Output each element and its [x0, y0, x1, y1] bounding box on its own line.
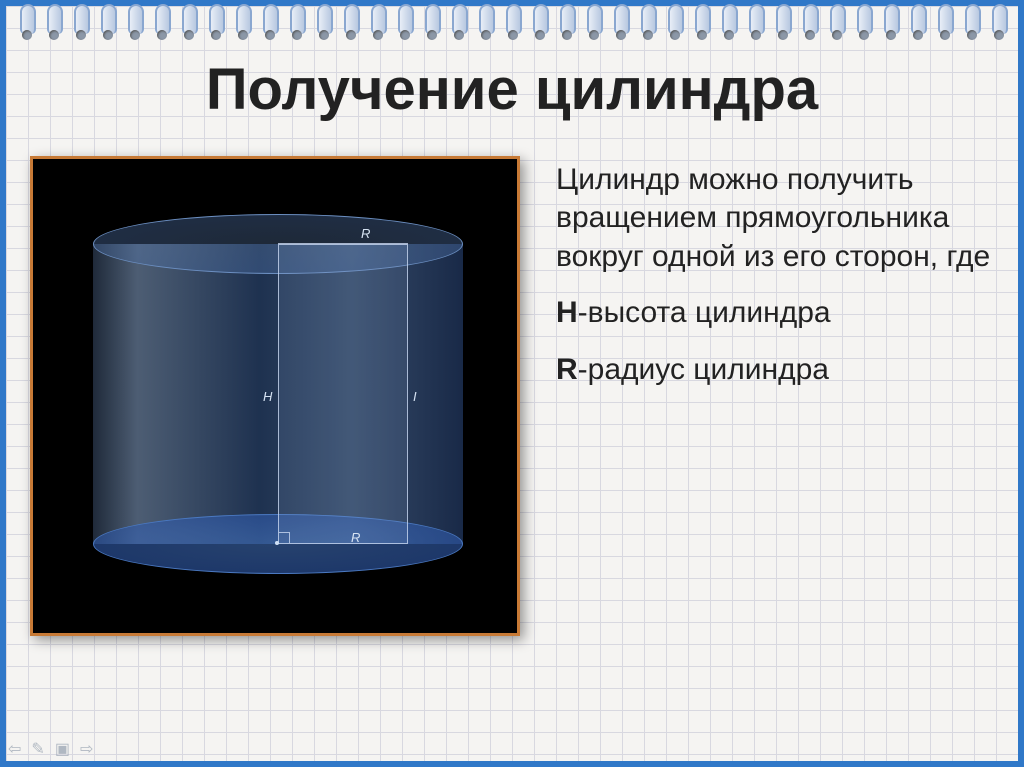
spiral-ring [450, 4, 466, 44]
label-R-bottom: R [351, 530, 360, 545]
spiral-ring [693, 4, 709, 44]
paragraph-main: Цилиндр можно получить вращением прямоуг… [556, 161, 996, 276]
spiral-ring [504, 4, 520, 44]
spiral-ring [423, 4, 439, 44]
var-H: H [556, 296, 578, 329]
definition-R: R-радиус цилиндра [556, 351, 996, 389]
spiral-ring [234, 4, 250, 44]
spiral-ring [639, 4, 655, 44]
spiral-ring [531, 4, 547, 44]
spiral-ring [774, 4, 790, 44]
spiral-ring [558, 4, 574, 44]
spiral-ring [585, 4, 601, 44]
nav-view-icon[interactable]: ▣ [55, 739, 70, 759]
spiral-ring [909, 4, 925, 44]
spiral-ring [855, 4, 871, 44]
spiral-ring [261, 4, 277, 44]
spiral-ring [828, 4, 844, 44]
text-H: -высота цилиндра [578, 296, 831, 329]
spiral-ring [342, 4, 358, 44]
spiral-ring [801, 4, 817, 44]
spiral-ring [747, 4, 763, 44]
body-text: Цилиндр можно получить вращением прямоуг… [556, 161, 996, 407]
spiral-ring [315, 4, 331, 44]
nav-prev-icon[interactable]: ⇦ [8, 739, 21, 759]
cylinder-figure: R H I R [30, 156, 520, 636]
label-R-top: R [361, 226, 370, 241]
nav-controls: ⇦ ✎ ▣ ⇨ [8, 739, 93, 759]
spiral-binding [6, 4, 1018, 46]
spiral-ring [720, 4, 736, 44]
spiral-ring [936, 4, 952, 44]
spiral-ring [207, 4, 223, 44]
spiral-ring [72, 4, 88, 44]
spiral-ring [126, 4, 142, 44]
spiral-ring [963, 4, 979, 44]
nav-next-icon[interactable]: ⇨ [80, 739, 93, 759]
spiral-ring [18, 4, 34, 44]
spiral-ring [180, 4, 196, 44]
spiral-ring [99, 4, 115, 44]
slide-title: Получение цилиндра [6, 56, 1018, 123]
spiral-ring [612, 4, 628, 44]
spiral-ring [477, 4, 493, 44]
text-R: -радиус цилиндра [578, 353, 829, 386]
spiral-ring [369, 4, 385, 44]
spiral-ring [396, 4, 412, 44]
figure-inner: R H I R [33, 159, 517, 633]
generating-rectangle [278, 244, 408, 544]
label-H: H [263, 389, 272, 404]
spiral-ring [288, 4, 304, 44]
definition-H: H-высота цилиндра [556, 294, 996, 332]
var-R: R [556, 353, 578, 386]
spiral-ring [153, 4, 169, 44]
cylinder-drawing: R H I R [93, 214, 463, 574]
spiral-ring [990, 4, 1006, 44]
spiral-ring [882, 4, 898, 44]
center-dot [275, 541, 279, 545]
nav-edit-icon[interactable]: ✎ [31, 739, 44, 759]
spiral-ring [666, 4, 682, 44]
spiral-ring [45, 4, 61, 44]
slide-frame: Получение цилиндра R H I R Цилиндр можно… [0, 0, 1024, 767]
label-I: I [413, 389, 417, 404]
